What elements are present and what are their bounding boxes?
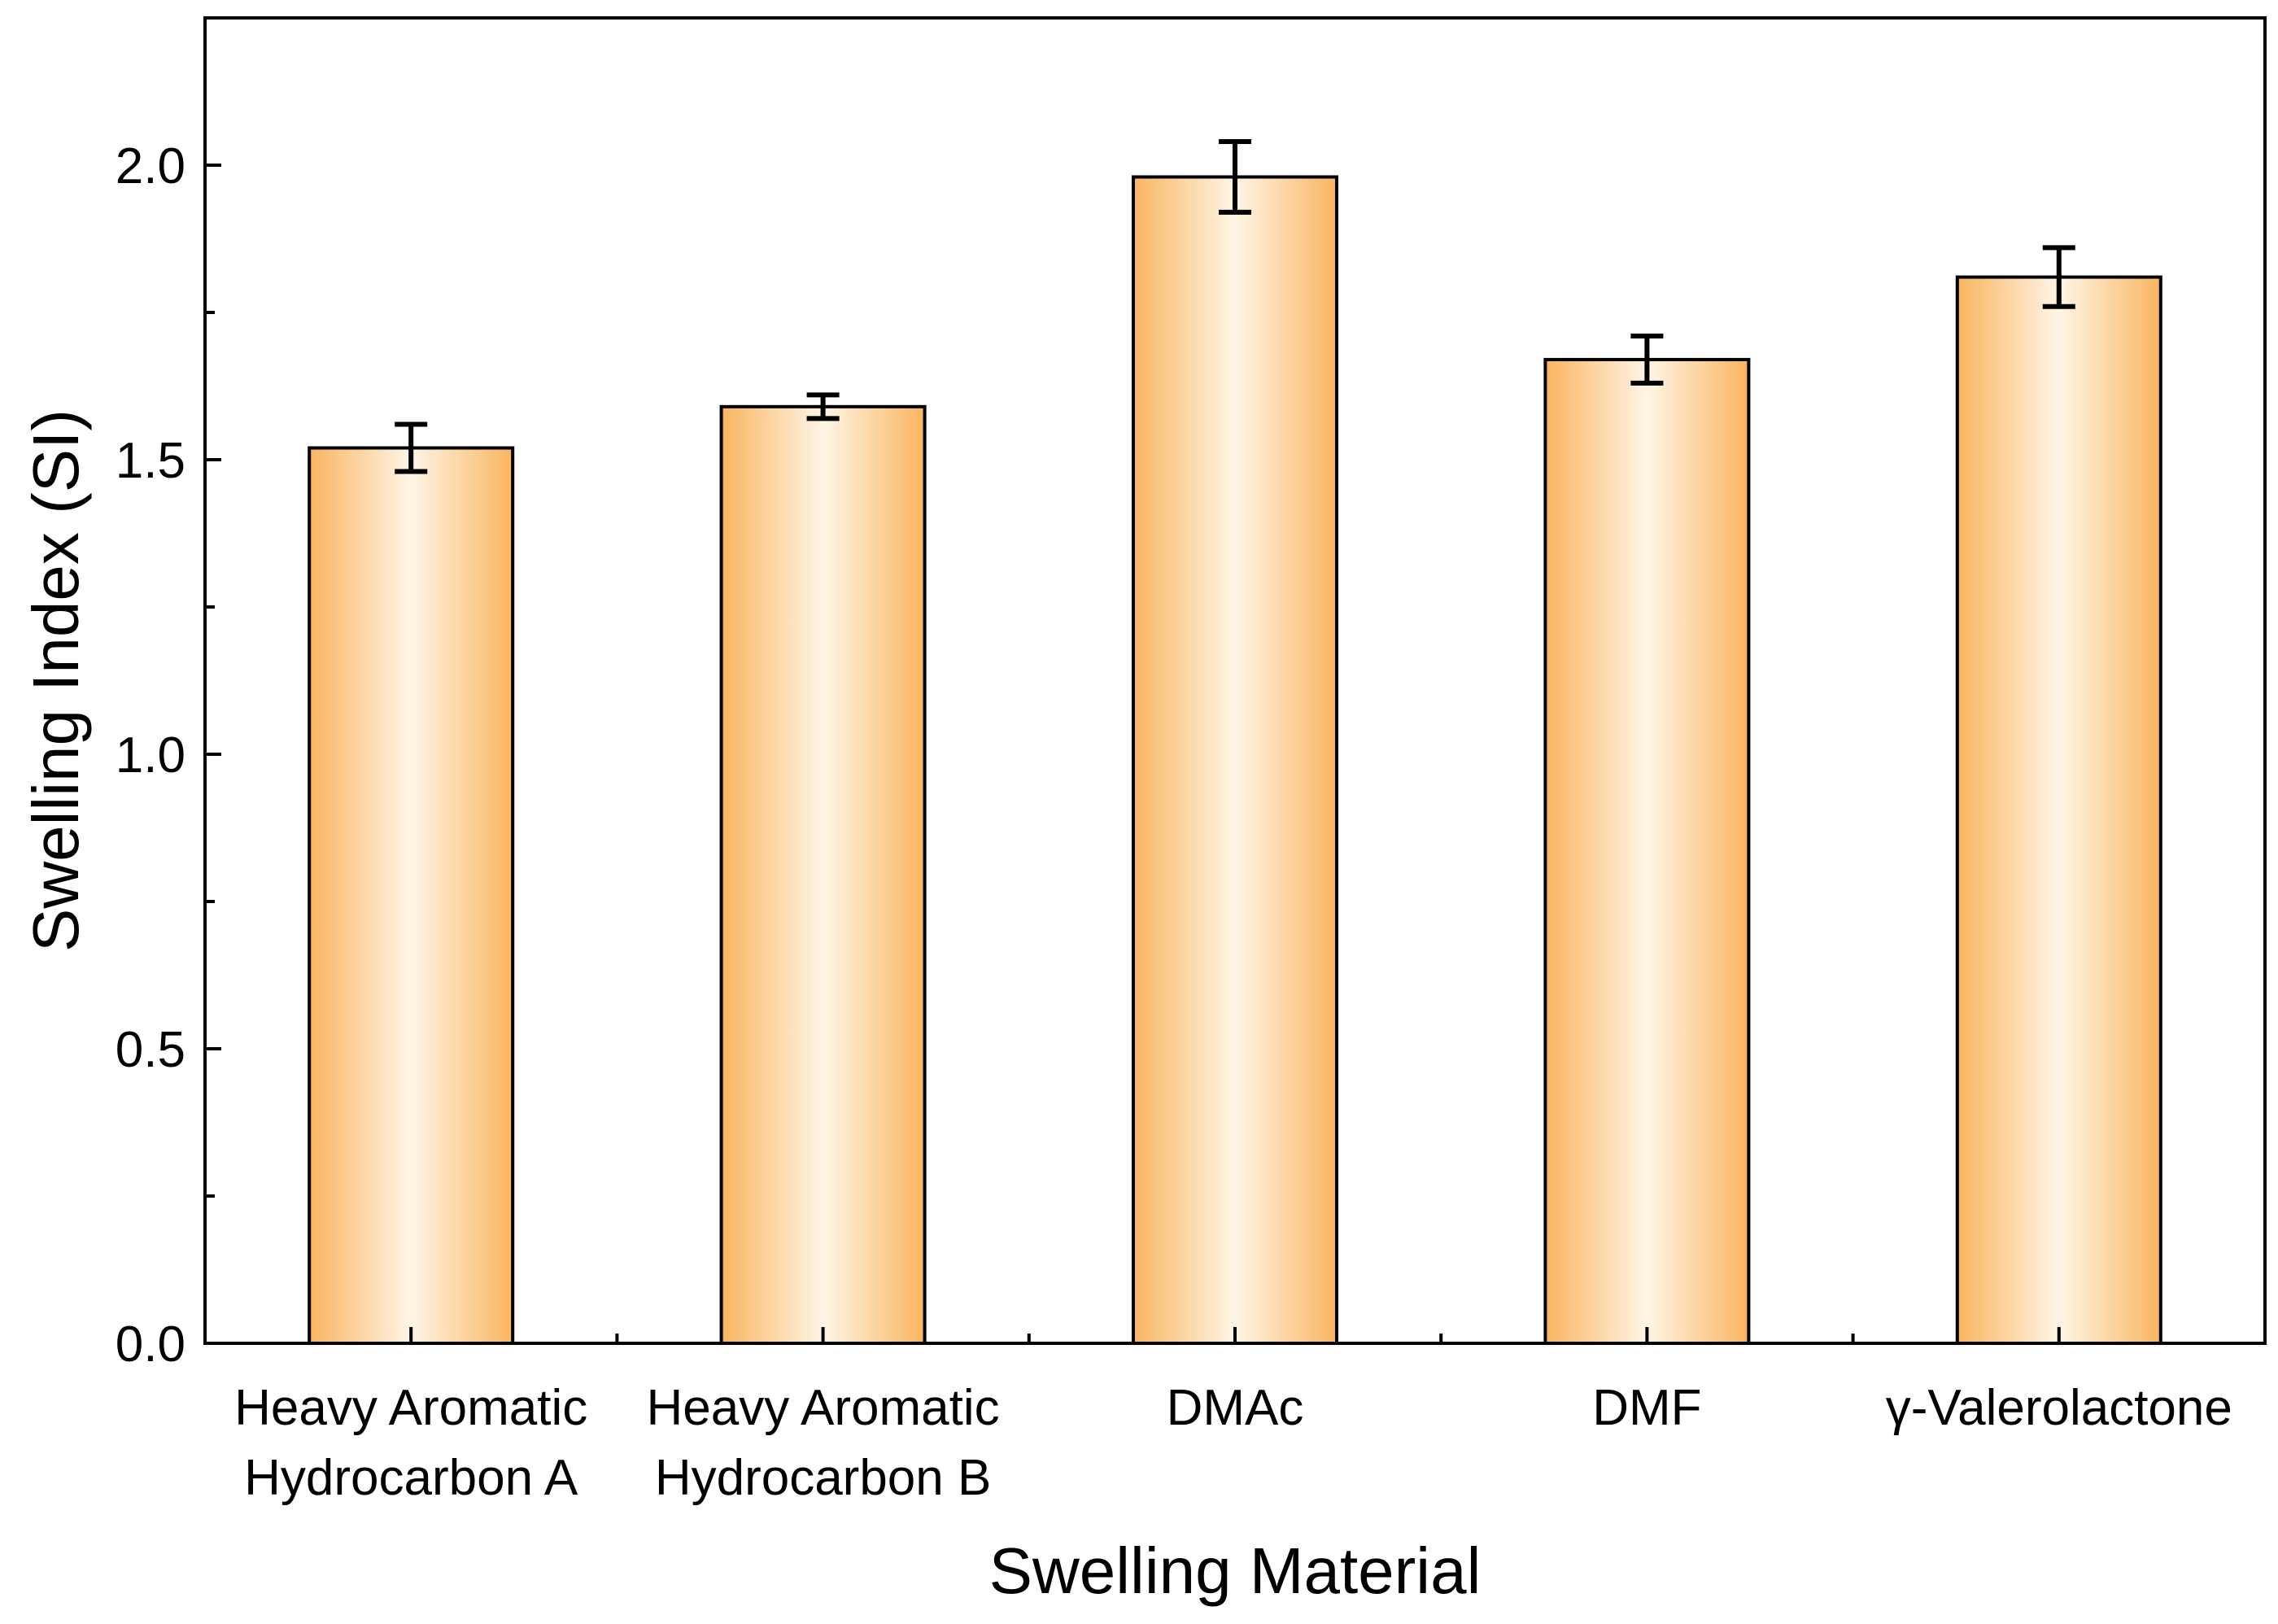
- x-axis-title: Swelling Material: [989, 1535, 1482, 1607]
- x-tick-label-5: γ-Valerolactone: [1886, 1380, 2232, 1436]
- x-axis: Heavy Aromatic Hydrocarbon A Heavy Aromati…: [234, 1327, 2232, 1506]
- y-tick-label-5: 2.0: [116, 138, 185, 194]
- bar-1: [308, 446, 515, 1345]
- error-bar-3: [1219, 139, 1251, 215]
- y-tick-label-4: 1.5: [116, 433, 185, 489]
- bar-2: [719, 404, 927, 1346]
- x-tick-label-1: Heavy Aromatic Hydrocarbon A: [234, 1380, 587, 1506]
- y-tick-label-2: 0.5: [116, 1022, 185, 1078]
- y-axis-title: Swelling Index (SI): [20, 409, 92, 952]
- y-axis: 0.0 0.5 1.0 1.5 2.0: [116, 138, 221, 1373]
- error-bars-layer: [395, 139, 2075, 474]
- bar-3: [1132, 175, 1338, 1346]
- error-bar-5: [2042, 245, 2075, 309]
- x-tick-label-3: DMAc: [1167, 1380, 1304, 1436]
- x-tick-label-2: Heavy Aromatic Hydrocarbon B: [647, 1380, 1000, 1506]
- x-tick-label-4: DMF: [1592, 1380, 1701, 1436]
- error-bar-1: [395, 421, 428, 474]
- bars-layer: [308, 175, 2162, 1346]
- y-tick-label-3: 1.0: [116, 727, 185, 784]
- error-bar-2: [806, 392, 840, 421]
- error-bar-4: [1630, 333, 1664, 386]
- bar-5: [1955, 275, 2162, 1345]
- bar-4: [1543, 357, 1751, 1345]
- y-tick-label-1: 0.0: [116, 1316, 185, 1373]
